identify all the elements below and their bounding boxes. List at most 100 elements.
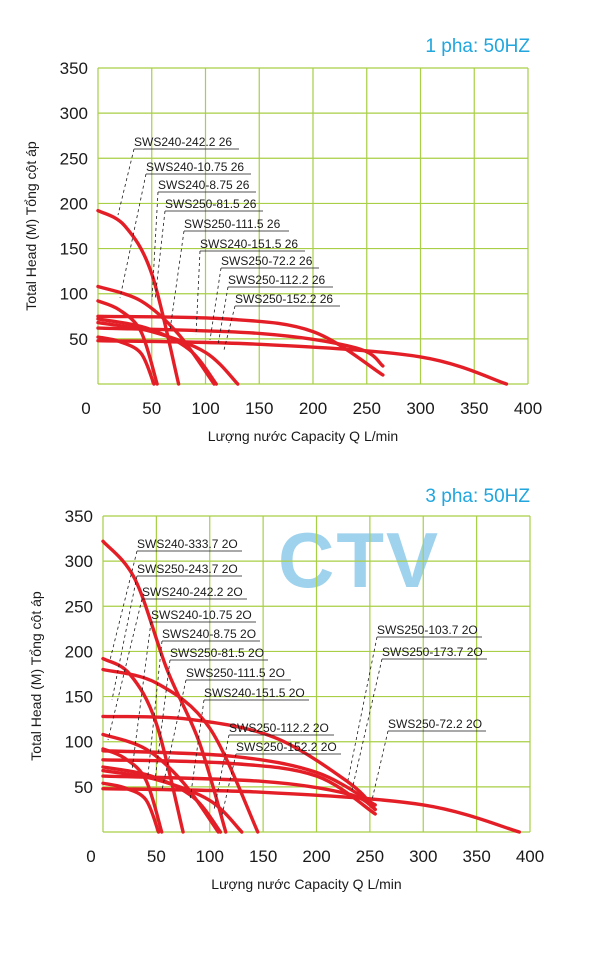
series-line bbox=[96, 338, 509, 386]
leader-line bbox=[154, 659, 171, 781]
x-tick-label: 200 bbox=[299, 399, 327, 418]
x-tick-label: 100 bbox=[191, 399, 219, 418]
y-tick-label: 300 bbox=[65, 552, 93, 571]
series-line bbox=[101, 714, 377, 812]
series-label: SWS250-111.5 26 bbox=[184, 217, 281, 231]
series-label: SWS250-111.5 2O bbox=[186, 666, 285, 680]
chart-3-phase: CTV 0 50 100 150 200 250 300 350 400 50 100 150 200 25… bbox=[28, 486, 544, 892]
x-tick-label: 250 bbox=[353, 399, 381, 418]
y-tick-label: 150 bbox=[65, 688, 93, 707]
series-label: SWS250-112.2 26 bbox=[228, 273, 325, 287]
leader-line bbox=[147, 640, 163, 776]
series-line bbox=[96, 208, 181, 386]
x-axis-label: Lượng nước Capacity Q L/min bbox=[208, 428, 398, 444]
leader-line bbox=[169, 230, 185, 331]
y-tick-label: 300 bbox=[60, 104, 88, 123]
series-label: SWS240-151.5 26 bbox=[200, 237, 298, 251]
y-tick-label: 100 bbox=[65, 733, 93, 752]
series-label: SWS250-152.2 2O bbox=[236, 740, 337, 754]
chart-title: 1 pha: 50HZ bbox=[425, 36, 530, 57]
series-label: SWS250-81.5 26 bbox=[165, 197, 257, 211]
x-tick-label: 400 bbox=[516, 847, 544, 866]
series-label: SWS250-243.7 2O bbox=[137, 562, 238, 576]
series-label: SWS250-72.2 2O bbox=[388, 717, 482, 731]
leader-line bbox=[217, 286, 229, 346]
series-label: SWS250-103.7 2O bbox=[377, 623, 478, 637]
leader-line bbox=[154, 210, 166, 301]
leader-line bbox=[109, 550, 138, 661]
series-line bbox=[96, 326, 385, 368]
x-tick-label: 400 bbox=[514, 399, 542, 418]
y-tick-label: 100 bbox=[60, 285, 88, 304]
series-line bbox=[101, 765, 223, 834]
y-tick-label: 250 bbox=[65, 597, 93, 616]
series-line bbox=[101, 656, 185, 834]
y-tick-label: 350 bbox=[60, 59, 88, 78]
series-label: SWS250-152.2 26 bbox=[235, 292, 333, 306]
series-curves bbox=[101, 539, 522, 834]
series-label: SWS240-8.75 26 bbox=[158, 178, 250, 192]
x-tick-label: 50 bbox=[142, 399, 161, 418]
x-tick-label: 350 bbox=[462, 847, 490, 866]
y-tick-label: 250 bbox=[60, 149, 88, 168]
x-tick-label: 350 bbox=[460, 399, 488, 418]
series-line bbox=[96, 284, 216, 386]
series-label: SWS240-242.2 26 bbox=[134, 135, 232, 149]
series-line bbox=[101, 749, 377, 807]
x-tick-label: 100 bbox=[196, 847, 224, 866]
y-axis-label: Total Head (M) Tổng cột áp bbox=[23, 141, 39, 311]
x-tick-label: 50 bbox=[147, 847, 166, 866]
y-tick-label: 200 bbox=[65, 642, 93, 661]
leader-line bbox=[117, 148, 135, 216]
series-label: SWS240-10.75 2O bbox=[151, 608, 252, 622]
x-tick-label: 250 bbox=[356, 847, 384, 866]
leader-line bbox=[189, 699, 205, 801]
series-label: SWS250-112.2 2O bbox=[229, 721, 329, 735]
leader-line bbox=[351, 658, 383, 791]
series-label: SWS250-173.7 2O bbox=[382, 645, 483, 659]
leader-line bbox=[151, 191, 159, 301]
chart-title: 3 pha: 50HZ bbox=[425, 486, 530, 507]
y-axis-label: Total Head (M) Tổng cột áp bbox=[28, 591, 44, 761]
y-tick-label: 50 bbox=[74, 778, 93, 797]
y-tick-label: 200 bbox=[60, 194, 88, 213]
grid bbox=[102, 515, 531, 833]
leader-line bbox=[195, 250, 201, 336]
x-tick-label: 0 bbox=[86, 847, 95, 866]
leader-line bbox=[131, 621, 152, 771]
y-tick-label: 350 bbox=[65, 507, 93, 526]
y-tick-label: 50 bbox=[69, 330, 88, 349]
watermark-logo: CTV bbox=[278, 516, 440, 604]
series-curves bbox=[96, 208, 509, 386]
series-label: SWS240-242.2 2O bbox=[142, 585, 243, 599]
x-tick-label: 300 bbox=[406, 399, 434, 418]
x-tick-label: 150 bbox=[245, 399, 273, 418]
series-label: SWS250-72.2 26 bbox=[221, 254, 313, 268]
leader-line bbox=[213, 734, 230, 811]
x-tick-label: 200 bbox=[302, 847, 330, 866]
leader-line bbox=[209, 267, 222, 341]
series-labels: SWS240-333.7 2O SWS250-243.7 2O SWS240-242… bbox=[107, 537, 487, 816]
leader-line bbox=[221, 753, 237, 816]
series-labels: SWS240-242.2 26 SWS240-10.75 26 SWS240-8.7… bbox=[117, 135, 340, 351]
series-line bbox=[101, 781, 161, 834]
series-line bbox=[96, 317, 218, 386]
series-line bbox=[101, 539, 228, 834]
leader-line bbox=[111, 575, 138, 701]
y-tick-label: 150 bbox=[60, 240, 88, 259]
x-tick-label: 0 bbox=[81, 399, 90, 418]
series-label: SWS240-10.75 26 bbox=[146, 160, 244, 174]
x-axis-label: Lượng nước Capacity Q L/min bbox=[211, 876, 401, 892]
leader-line bbox=[223, 305, 236, 351]
series-label: SWS240-8.75 2O bbox=[162, 627, 256, 641]
x-tick-label: 300 bbox=[409, 847, 437, 866]
grid bbox=[97, 67, 529, 385]
series-label: SWS240-151.5 2O bbox=[204, 686, 305, 700]
series-line bbox=[101, 786, 522, 834]
leader-line bbox=[107, 598, 143, 741]
series-label: SWS240-333.7 2O bbox=[137, 537, 238, 551]
series-line bbox=[96, 314, 385, 377]
chart-1-phase: 0 50 100 150 200 250 300 350 400 50 100 150 200 250 30… bbox=[23, 36, 542, 444]
series-line bbox=[96, 335, 156, 386]
